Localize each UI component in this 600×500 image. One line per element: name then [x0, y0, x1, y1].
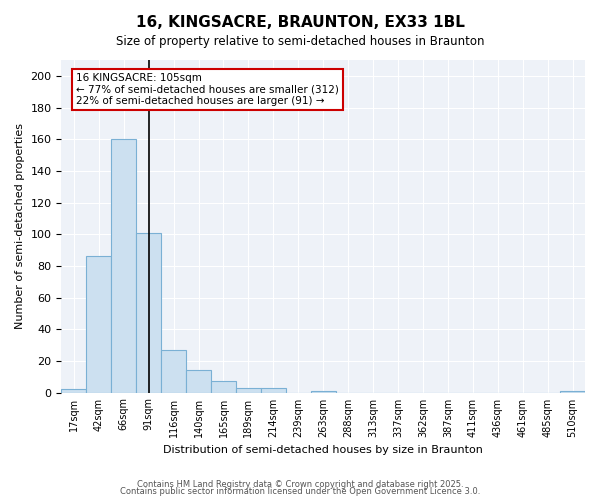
Bar	[61, 390, 86, 392]
Bar	[560, 391, 585, 392]
Text: 16, KINGSACRE, BRAUNTON, EX33 1BL: 16, KINGSACRE, BRAUNTON, EX33 1BL	[136, 15, 464, 30]
Text: Contains HM Land Registry data © Crown copyright and database right 2025.: Contains HM Land Registry data © Crown c…	[137, 480, 463, 489]
Text: Contains public sector information licensed under the Open Government Licence 3.: Contains public sector information licen…	[120, 487, 480, 496]
Bar	[186, 370, 211, 392]
Text: 16 KINGSACRE: 105sqm
← 77% of semi-detached houses are smaller (312)
22% of semi: 16 KINGSACRE: 105sqm ← 77% of semi-detac…	[76, 72, 339, 106]
Bar	[136, 232, 161, 392]
Bar	[311, 391, 335, 392]
Bar	[211, 382, 236, 392]
Bar	[161, 350, 186, 393]
Text: Size of property relative to semi-detached houses in Braunton: Size of property relative to semi-detach…	[116, 35, 484, 48]
Bar	[86, 256, 111, 392]
X-axis label: Distribution of semi-detached houses by size in Braunton: Distribution of semi-detached houses by …	[163, 445, 483, 455]
Bar	[261, 388, 286, 392]
Bar	[236, 388, 261, 392]
Bar	[111, 139, 136, 392]
Y-axis label: Number of semi-detached properties: Number of semi-detached properties	[15, 124, 25, 330]
